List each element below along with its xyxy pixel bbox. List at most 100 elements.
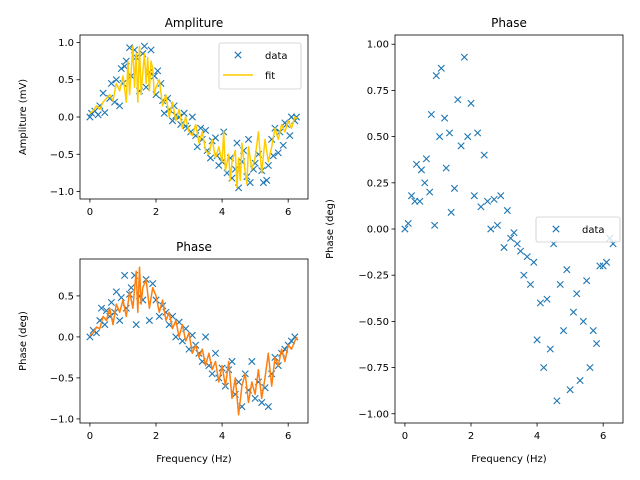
data-point [467,99,475,107]
data-point [454,96,462,104]
data-point [206,154,215,162]
x-tick-label: 0 [87,207,93,218]
data-point [264,161,272,170]
data-point [188,113,196,121]
data-point [596,262,604,270]
data-point [140,42,149,50]
x-tick-label: 6 [285,207,291,218]
data-point [145,316,153,325]
data-point [201,333,210,341]
data-point [259,179,267,187]
data-point [559,327,568,335]
x-tick-label: 4 [219,207,225,218]
legend: data fit [218,42,302,90]
data-point [274,149,282,157]
plot-area [86,42,301,192]
data-point [244,135,253,143]
x-tick-label: 0 [402,431,408,442]
y-tick-label: 0.50 [367,132,389,143]
data-point [530,258,538,266]
data-point [258,398,266,407]
data-point [94,111,102,119]
data-point [127,284,135,292]
series-line-fit [89,45,298,189]
data-point [431,221,439,229]
legend: data [535,216,621,243]
axes-frame [79,258,309,424]
subplot-ampliture: 0 2 4 6 −1.0 −0.5 0.0 0.5 1.0 Ampliture Amplitur… [18,16,309,218]
data-point [483,197,492,205]
data-point [480,151,488,159]
subplot-phase-left: 0 2 4 6 −1.0 −0.5 0.0 0.5 Phase Phase (deg) Fre… [18,240,309,465]
y-tick-label: 0.5 [58,75,74,86]
data-point [445,129,454,137]
legend-x-marker [552,225,560,233]
y-tick-label: −1.0 [50,414,74,425]
y-tick-label: −0.5 [50,373,74,384]
y-tick-label: −0.75 [358,363,389,374]
data-point [440,114,449,122]
data-point [112,288,120,296]
data-point [107,79,115,88]
data-point [279,141,287,149]
data-point [569,308,578,316]
data-point [269,152,277,160]
data-point [228,357,236,366]
data-point [583,277,591,285]
data-point [516,247,525,255]
data-point [602,258,611,266]
data-point [125,44,134,52]
plot-area [401,53,617,405]
ticks-phase-left: 0 2 4 6 −1.0 −0.5 0.0 0.5 [50,291,292,442]
y-tick-label: 0.0 [58,113,74,124]
subplot-title: Phase [176,240,212,254]
x-tick-label: 6 [285,431,291,442]
data-point [404,219,412,228]
data-point [150,72,158,80]
ticks-phase-right: 0 2 4 6 −1.00 −0.75 −0.50 −0.25 0.00 0.25 0.50 0.75… [358,40,606,442]
y-tick-label: 0.0 [58,332,74,343]
data-point [116,316,124,325]
data-point [121,62,129,70]
data-point [427,110,435,119]
data-point [533,336,541,344]
data-point [464,133,472,141]
subplot-title: Phase [491,16,527,30]
data-point [523,253,531,261]
data-point [112,76,120,84]
data-point [520,271,528,279]
x-tick-label: 0 [87,431,93,442]
data-point [592,339,601,348]
data-point [573,290,581,298]
data-point [401,225,409,233]
data-point [543,295,551,303]
y-tick-label: 0.25 [367,178,389,189]
data-point [154,67,162,75]
x-tick-label: 2 [153,207,159,218]
data-point [211,349,220,357]
data-point [422,155,430,163]
data-point [510,229,518,237]
x-axis-label: Frequency (Hz) [471,454,547,465]
y-tick-label: −0.25 [358,271,389,282]
data-point [586,363,594,372]
data-point [497,192,505,200]
data-point [147,46,155,54]
data-point [426,188,434,196]
data-point [251,394,259,402]
x-tick-label: 4 [534,431,540,442]
data-point [487,225,495,233]
data-point [286,132,294,140]
data-point [264,403,272,411]
data-point [417,166,426,174]
data-point [152,296,160,304]
data-point [493,221,502,229]
y-tick-label: 0.5 [58,291,74,302]
subplot-title: Ampliture [165,16,224,30]
subplot-phase-right: 0 2 4 6 −1.00 −0.75 −0.50 −0.25 0.00 0.25 0.50 0.75… [325,16,624,465]
data-point [470,192,478,200]
data-point [101,108,109,117]
legend-marker-data [234,51,242,59]
x-tick-label: 6 [600,431,606,442]
data-point [432,72,440,80]
